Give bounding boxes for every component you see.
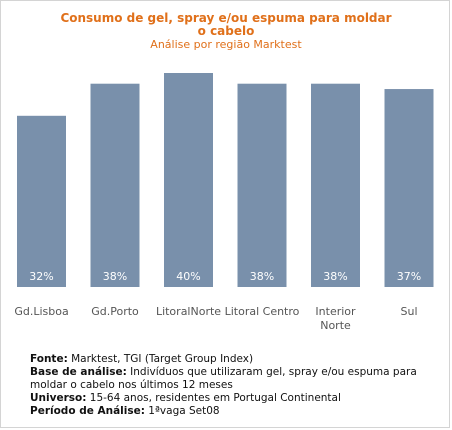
base-label: Base de análise:	[30, 366, 127, 378]
bar-chart: 32% Gd.Lisboa 38% Gd.Porto 40% LitoralNorte 38…	[14, 73, 434, 332]
bar-value-label: 32%	[29, 270, 53, 283]
bar	[90, 83, 140, 287]
chart-title-line-1: Consumo de gel, spray e/ou espuma para m…	[60, 11, 392, 25]
category-label: Sul	[400, 305, 417, 318]
category-label: Interior Norte	[315, 305, 356, 332]
universe-label: Universo:	[30, 392, 87, 404]
category-label: Gd.Lisboa	[14, 305, 68, 318]
source-label: Fonte:	[30, 353, 68, 365]
bar	[311, 83, 360, 287]
category-label: Gd.Porto	[91, 305, 139, 318]
bar	[17, 115, 66, 287]
bar-value-label: 38%	[250, 270, 274, 283]
bar-value-label: 40%	[176, 270, 200, 283]
period-text: 1ªvaga Set08	[148, 405, 220, 417]
universe-note: Universo: 15-64 anos, residentes em Port…	[30, 392, 440, 405]
source-note: Fonte: Marktest, TGI (Target Group Index…	[30, 353, 440, 366]
period-note: Período de Análise: 1ªvaga Set08	[30, 405, 440, 418]
bar	[237, 83, 287, 287]
category-label: LitoralNorte	[156, 305, 221, 318]
base-note: Base de análise: Indivíduos que utilizar…	[30, 366, 440, 392]
chart-footer: Fonte: Marktest, TGI (Target Group Index…	[30, 353, 440, 418]
bar-value-label: 37%	[397, 270, 421, 283]
bar	[164, 73, 213, 287]
category-label: Litoral Centro	[225, 305, 300, 318]
base-text: Indivíduos que utilizaram gel, spray e/o…	[30, 366, 417, 391]
chart-title-line-2: o cabelo	[197, 24, 255, 38]
source-text: Marktest, TGI (Target Group Index)	[71, 353, 254, 365]
bar	[384, 89, 434, 287]
bar-value-label: 38%	[323, 270, 347, 283]
bar-value-label: 38%	[103, 270, 127, 283]
period-label: Período de Análise:	[30, 405, 145, 417]
universe-text: 15-64 anos, residentes em Portugal Conti…	[89, 392, 341, 404]
chart-subtitle: Análise por região Marktest	[150, 38, 302, 51]
